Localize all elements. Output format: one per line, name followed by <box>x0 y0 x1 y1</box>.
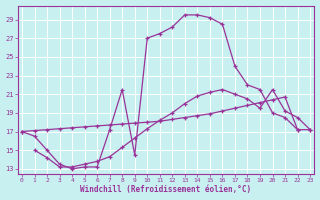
X-axis label: Windchill (Refroidissement éolien,°C): Windchill (Refroidissement éolien,°C) <box>80 185 252 194</box>
